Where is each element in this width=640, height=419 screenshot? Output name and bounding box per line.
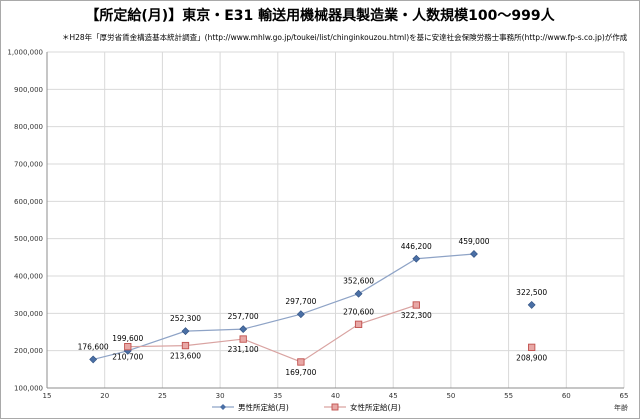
series-line-male xyxy=(93,253,475,360)
data-label: 252,300 xyxy=(170,314,201,323)
y-tick-label: 100,000 xyxy=(14,385,43,393)
data-point-female xyxy=(124,343,132,351)
y-tick-label: 800,000 xyxy=(14,123,43,131)
x-tick-label: 15 xyxy=(43,392,52,400)
data-point-male xyxy=(470,250,478,258)
y-tick-label: 900,000 xyxy=(14,86,43,94)
data-label: 169,700 xyxy=(285,368,316,377)
data-label: 257,700 xyxy=(228,312,259,321)
data-point-female xyxy=(354,320,363,328)
x-tick-label: 40 xyxy=(331,392,340,400)
data-point-male xyxy=(354,289,363,298)
data-label: 231,100 xyxy=(228,345,259,354)
data-point-female xyxy=(239,335,247,343)
x-axis-label: 年齢 xyxy=(614,403,628,412)
data-label: 213,600 xyxy=(170,352,201,361)
x-tick-label: 45 xyxy=(389,392,398,400)
data-label: 176,600 xyxy=(78,342,109,351)
data-point-male xyxy=(412,254,421,263)
data-label: 210,700 xyxy=(112,353,143,362)
chart-subtitle: ＊H28年「厚労省賃金構造基本統計調査」(http://www.mhlw.go.… xyxy=(62,33,628,42)
x-tick-label: 20 xyxy=(100,392,109,400)
x-tick-label: 35 xyxy=(273,392,282,400)
data-point-female xyxy=(181,341,190,350)
x-tick-label: 30 xyxy=(216,392,225,400)
y-tick-label: 600,000 xyxy=(14,198,43,206)
data-point-female xyxy=(528,343,536,351)
y-tick-label: 200,000 xyxy=(14,347,43,355)
x-tick-label: 65 xyxy=(620,392,629,400)
chart-title: 【所定給(月)】東京・E31 輸送用機械器具製造業・人数規模100〜999人 xyxy=(85,8,555,24)
data-label: 199,600 xyxy=(112,334,143,343)
y-tick-label: 700,000 xyxy=(14,161,43,169)
data-label: 459,000 xyxy=(458,237,489,246)
data-point-female xyxy=(412,301,420,309)
data-label: 446,200 xyxy=(401,242,432,251)
y-tick-label: 400,000 xyxy=(14,273,43,281)
data-label: 322,300 xyxy=(401,311,432,320)
data-label: 322,500 xyxy=(516,288,547,297)
data-point-female xyxy=(297,358,305,366)
data-point-male xyxy=(527,301,536,309)
data-point-male xyxy=(181,327,190,336)
data-label: 208,900 xyxy=(516,353,547,362)
series-line-female xyxy=(127,304,417,363)
data-label: 352,600 xyxy=(343,277,374,286)
data-label: 270,600 xyxy=(343,307,374,316)
legend-label: 女性所定給(月) xyxy=(350,402,401,412)
data-point-male xyxy=(89,355,98,364)
x-tick-label: 50 xyxy=(446,392,455,400)
x-tick-label: 60 xyxy=(562,392,571,400)
legend-label: 男性所定給(月) xyxy=(238,402,289,412)
data-point-male xyxy=(296,310,305,319)
data-label: 297,700 xyxy=(285,297,316,306)
y-tick-label: 300,000 xyxy=(14,310,43,318)
y-tick-label: 500,000 xyxy=(14,235,43,243)
data-point-male xyxy=(239,325,248,334)
x-tick-label: 55 xyxy=(504,392,513,400)
y-tick-label: 1,000,000 xyxy=(7,49,43,57)
legend-marker-female xyxy=(331,403,339,411)
x-tick-label: 25 xyxy=(158,392,167,400)
legend-marker-male xyxy=(220,404,226,410)
